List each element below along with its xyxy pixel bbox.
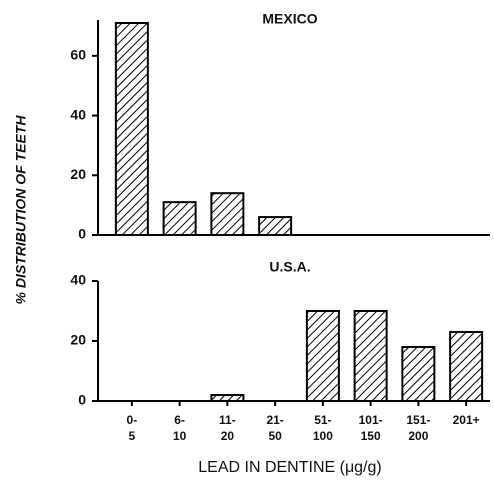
x-tick-label: 50 xyxy=(268,429,282,443)
bar xyxy=(401,346,436,402)
panel-title: MEXICO xyxy=(262,11,317,27)
bar xyxy=(210,394,245,402)
bar xyxy=(210,192,245,236)
x-tick-label: 201+ xyxy=(453,413,480,427)
x-tick-label: 6- xyxy=(174,413,185,427)
x-tick-label: 21- xyxy=(266,413,283,427)
y-tick-label: 20 xyxy=(70,332,86,348)
x-tick-label: 101- xyxy=(359,413,383,427)
y-tick-label: 0 xyxy=(78,226,86,242)
y-tick-label: 40 xyxy=(70,272,86,288)
bar xyxy=(258,216,293,236)
x-axis-label: LEAD IN DENTINE (μg/g) xyxy=(198,459,381,476)
y-tick-label: 60 xyxy=(70,47,86,63)
x-tick-label: 5 xyxy=(129,429,136,443)
x-tick-label: 20 xyxy=(221,429,235,443)
y-tick-label: 20 xyxy=(70,166,86,182)
y-axis-label: % DISTRIBUTION OF TEETH xyxy=(13,115,29,305)
x-tick-label: 150 xyxy=(361,429,381,443)
y-tick-label: 40 xyxy=(70,106,86,122)
x-tick-label: 200 xyxy=(408,429,428,443)
y-tick-label: 0 xyxy=(78,392,86,408)
bar xyxy=(114,21,149,236)
bar xyxy=(353,310,388,402)
x-tick-label: 100 xyxy=(313,429,333,443)
bar xyxy=(449,331,484,402)
x-tick-label: 11- xyxy=(219,413,236,427)
x-tick-label: 151- xyxy=(406,413,430,427)
x-tick-label: 10 xyxy=(173,429,187,443)
panel-title: U.S.A. xyxy=(269,259,310,275)
bar xyxy=(305,310,340,402)
bar xyxy=(162,201,197,236)
x-tick-label: 51- xyxy=(314,413,331,427)
x-tick-label: 0- xyxy=(127,413,138,427)
